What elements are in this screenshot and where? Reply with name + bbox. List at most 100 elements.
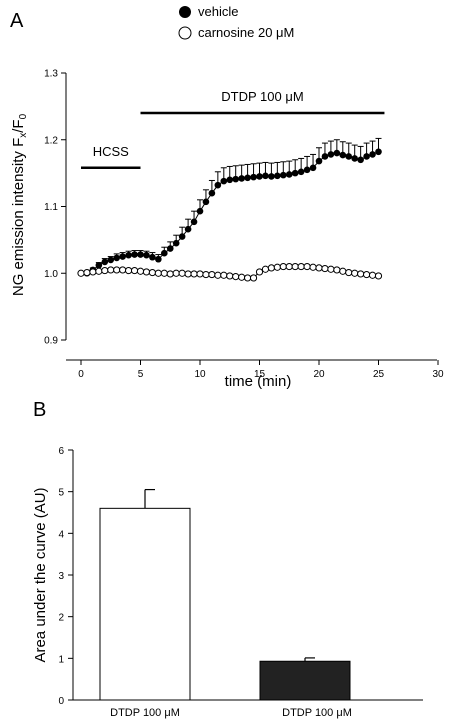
data-point-vehicle xyxy=(143,251,150,259)
data-point-carnosine xyxy=(267,264,275,272)
data-point-carnosine xyxy=(214,271,222,279)
data-point-carnosine xyxy=(190,270,198,278)
data-point-vehicle xyxy=(238,175,245,182)
data-point-carnosine xyxy=(261,265,270,273)
data-point-vehicle xyxy=(172,239,180,247)
data-point-carnosine xyxy=(125,266,133,275)
data-point-vehicle xyxy=(357,156,364,164)
data-point-carnosine xyxy=(119,266,127,274)
data-point-carnosine xyxy=(77,269,85,277)
chart-a-y-tick-label: 1.1 xyxy=(44,202,58,213)
panel-label-b: B xyxy=(33,399,46,421)
data-point-vehicle xyxy=(345,153,353,160)
data-point-vehicle xyxy=(226,176,234,184)
category-label: DTDP 100 μM xyxy=(282,707,352,719)
chart-a-y-label-sub1: x xyxy=(18,133,29,138)
chart-a-x-tick-label: 10 xyxy=(194,369,206,380)
data-point-carnosine xyxy=(374,272,383,280)
data-point-vehicle xyxy=(184,225,192,233)
chart-b-y-tick-label: 1 xyxy=(58,654,64,665)
legend-marker-vehicle xyxy=(179,6,191,18)
chart-a-x-tick-label: 0 xyxy=(78,369,84,380)
chart-a-x-tick-label: 15 xyxy=(254,369,266,380)
data-point-vehicle xyxy=(125,251,132,259)
data-point-vehicle xyxy=(202,198,210,206)
data-point-carnosine xyxy=(184,270,192,278)
data-point-carnosine xyxy=(321,264,329,273)
data-point-vehicle xyxy=(303,166,311,174)
data-point-carnosine xyxy=(130,266,139,275)
data-point-carnosine xyxy=(196,270,204,278)
data-point-vehicle xyxy=(161,249,168,257)
data-point-vehicle xyxy=(262,172,269,180)
data-point-vehicle xyxy=(113,254,120,262)
data-point-carnosine xyxy=(351,269,359,277)
data-point-carnosine xyxy=(95,267,103,275)
data-point-carnosine xyxy=(333,266,341,274)
chart-a-x-tick-label: 25 xyxy=(373,369,385,380)
data-point-carnosine xyxy=(220,271,228,279)
data-point-vehicle xyxy=(297,168,305,176)
chart-a-x-tick-label: 30 xyxy=(432,369,444,380)
legend-marker-carnosine xyxy=(178,26,192,40)
data-point-vehicle xyxy=(351,155,359,162)
data-point-carnosine xyxy=(297,262,305,271)
data-point-carnosine xyxy=(309,263,317,271)
annotation-label: DTDP 100 μM xyxy=(221,89,303,104)
chart-b-y-tick-label: 3 xyxy=(58,571,64,582)
data-point-carnosine xyxy=(202,270,210,279)
data-point-vehicle xyxy=(155,255,162,263)
chart-b-y-tick-label: 5 xyxy=(58,488,64,499)
data-point-vehicle xyxy=(315,157,323,165)
data-point-carnosine xyxy=(279,262,287,271)
chart-b-y-tick-label: 4 xyxy=(58,529,64,540)
data-point-carnosine xyxy=(327,265,335,273)
data-point-vehicle xyxy=(363,153,370,160)
chart-a-x-tick-label: 5 xyxy=(138,369,144,380)
data-point-carnosine xyxy=(172,269,180,277)
data-point-vehicle xyxy=(268,173,275,180)
data-point-carnosine xyxy=(89,268,97,276)
data-point-carnosine xyxy=(357,270,365,278)
bar xyxy=(99,507,191,701)
data-point-vehicle xyxy=(178,233,186,240)
chart-a-y-tick-label: 1.2 xyxy=(44,135,58,146)
data-point-vehicle xyxy=(291,169,299,177)
data-point-carnosine xyxy=(249,274,258,282)
data-point-vehicle xyxy=(321,153,329,160)
data-point-carnosine xyxy=(148,268,156,277)
chart-a-y-tick-label: 1.0 xyxy=(44,269,58,280)
legend: vehicle carnosine 20 μM xyxy=(178,4,294,40)
data-point-carnosine xyxy=(255,268,264,276)
chart-a-x-tick-label: 20 xyxy=(313,369,325,380)
data-point-vehicle xyxy=(244,174,251,182)
data-point-carnosine xyxy=(226,272,234,280)
data-point-vehicle xyxy=(107,256,115,264)
data-point-carnosine xyxy=(303,262,311,271)
data-point-carnosine xyxy=(291,262,299,271)
category-label: DTDP 100 μM xyxy=(110,707,180,719)
data-point-vehicle xyxy=(232,175,239,183)
panel-label-a: A xyxy=(10,10,24,32)
data-point-vehicle xyxy=(369,151,376,158)
data-point-vehicle xyxy=(250,173,257,181)
data-point-vehicle xyxy=(95,261,103,269)
data-point-vehicle xyxy=(274,172,281,180)
chart-a-y-label-slash: /F xyxy=(10,119,27,132)
data-point-carnosine xyxy=(238,273,246,281)
data-point-carnosine xyxy=(315,264,323,272)
data-point-carnosine xyxy=(244,274,252,282)
chart-b-y-tick-label: 2 xyxy=(58,613,64,624)
data-point-vehicle xyxy=(190,218,198,226)
chart-b-y-tick-label: 6 xyxy=(58,446,64,457)
data-point-vehicle xyxy=(256,173,263,180)
data-point-carnosine xyxy=(113,266,121,274)
chart-a-x-label: time (min) xyxy=(225,373,292,390)
data-point-vehicle xyxy=(101,258,109,266)
data-point-carnosine xyxy=(142,268,151,276)
data-point-vehicle xyxy=(220,177,228,185)
data-point-vehicle xyxy=(333,149,341,157)
data-point-carnosine xyxy=(154,269,162,277)
